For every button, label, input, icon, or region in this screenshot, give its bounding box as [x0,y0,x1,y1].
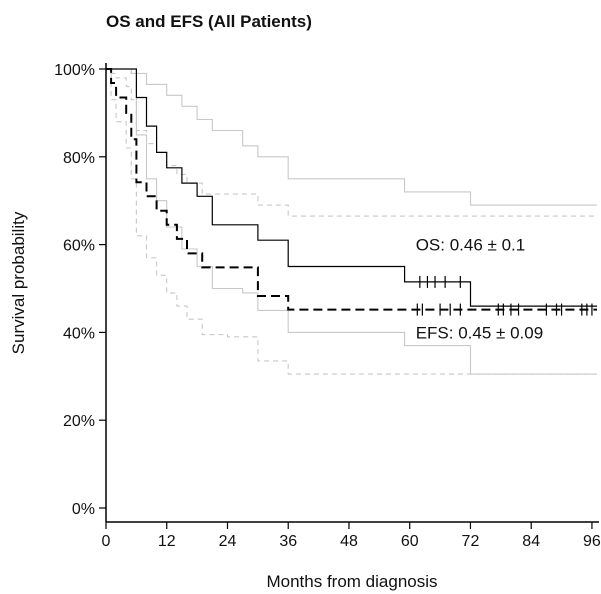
y-tick-label-4: 80% [63,150,95,167]
x-tick-label-2: 24 [219,533,237,550]
chart-title: OS and EFS (All Patients) [106,12,312,31]
x-tick-label-4: 48 [340,533,358,550]
series-line-3 [106,68,597,375]
y-tick-label-2: 40% [63,325,95,342]
y-tick-label-0: 0% [72,501,95,518]
x-axis-label: Months from diagnosis [266,572,437,591]
annotation-1: EFS: 0.45 ± 0.09 [416,323,543,342]
x-tick-label-5: 60 [401,533,419,550]
x-tick-label-1: 12 [158,533,176,550]
series-layer [106,68,597,375]
y-axis-label: Survival probability [9,211,28,354]
series-line-0 [106,68,597,307]
y-tick-label-5: 100% [54,62,95,79]
annotation-layer: OS: 0.46 ± 0.1 EFS: 0.45 ± 0.09 [416,236,543,343]
axes-layer: 0% 20% 40% 60% 80% 100% 0 12 24 36 48 60 72 84 96 [54,62,601,550]
series-line-2 [106,68,597,206]
annotation-0: OS: 0.46 ± 0.1 [416,236,526,255]
y-tick-label-1: 20% [63,413,95,430]
series-line-5 [106,68,597,375]
x-tick-label-0: 0 [102,533,111,550]
x-tick-label-6: 72 [462,533,480,550]
series-line-1 [106,68,597,311]
x-tick-label-7: 84 [522,533,540,550]
x-tick-label-8: 96 [583,533,601,550]
y-tick-label-3: 60% [63,238,95,255]
series-line-4 [106,68,597,217]
x-tick-label-3: 36 [279,533,297,550]
